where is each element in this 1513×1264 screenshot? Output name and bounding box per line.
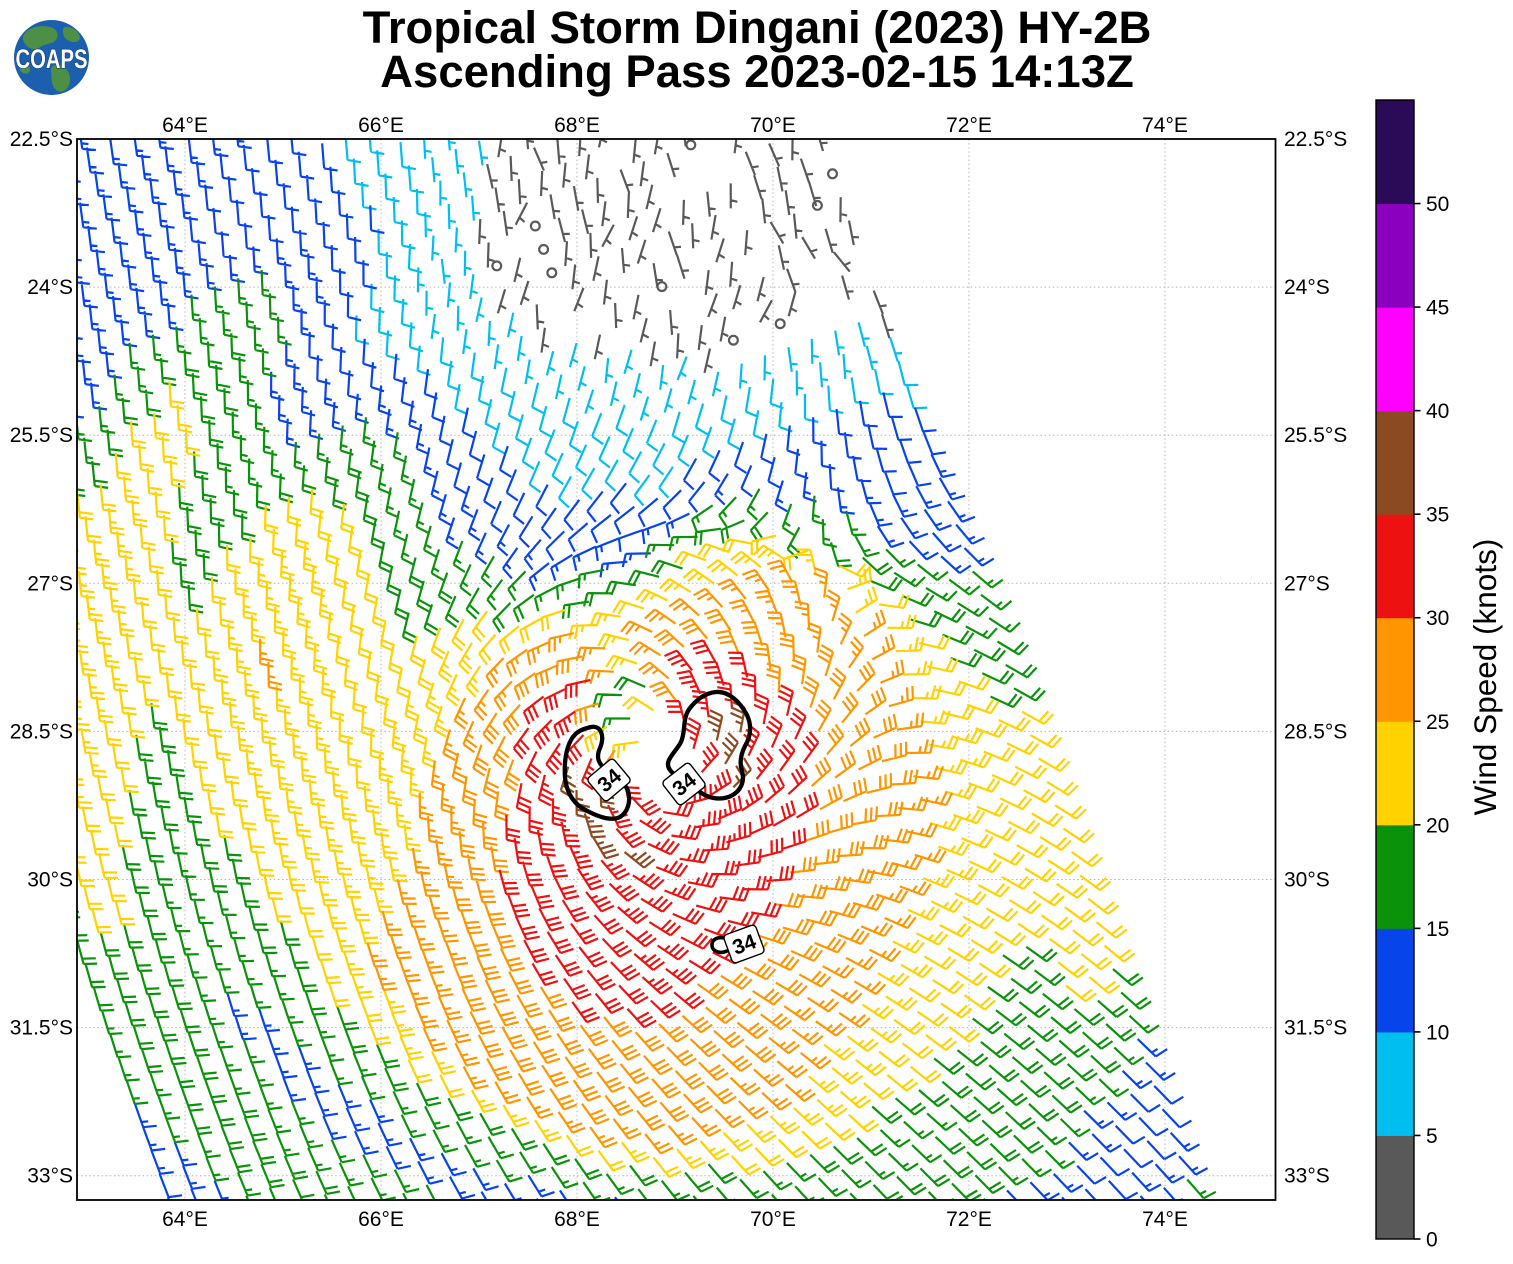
svg-text:33°S: 33°S: [1284, 1165, 1330, 1188]
svg-text:72°E: 72°E: [946, 114, 992, 137]
svg-text:72°E: 72°E: [946, 1208, 992, 1231]
svg-text:74°E: 74°E: [1142, 114, 1188, 137]
svg-text:25.5°S: 25.5°S: [1284, 424, 1347, 447]
svg-text:28.5°S: 28.5°S: [10, 720, 73, 743]
svg-text:35: 35: [1426, 504, 1449, 527]
svg-text:24°S: 24°S: [1284, 276, 1330, 299]
svg-text:30: 30: [1426, 607, 1449, 630]
svg-text:30°S: 30°S: [27, 869, 73, 892]
svg-text:25.5°S: 25.5°S: [10, 424, 73, 447]
svg-text:33°S: 33°S: [27, 1165, 73, 1188]
svg-text:Wind Speed (knots): Wind Speed (knots): [1467, 539, 1503, 816]
svg-text:40: 40: [1426, 400, 1449, 423]
svg-text:27°S: 27°S: [27, 572, 73, 595]
svg-text:15: 15: [1426, 918, 1449, 941]
svg-text:70°E: 70°E: [750, 1208, 796, 1231]
svg-text:Tropical Storm Dingani (2023): Tropical Storm Dingani (2023) HY-2B: [363, 2, 1152, 53]
svg-text:45: 45: [1426, 297, 1449, 320]
svg-text:Ascending Pass 2023-02-15 14:1: Ascending Pass 2023-02-15 14:13Z: [380, 46, 1134, 97]
svg-text:5: 5: [1426, 1125, 1438, 1148]
svg-text:22.5°S: 22.5°S: [10, 128, 73, 151]
svg-text:COAPS: COAPS: [16, 44, 88, 74]
svg-text:20: 20: [1426, 814, 1449, 837]
svg-text:64°E: 64°E: [162, 114, 208, 137]
svg-text:31.5°S: 31.5°S: [10, 1017, 73, 1040]
svg-text:24°S: 24°S: [27, 276, 73, 299]
svg-text:25: 25: [1426, 711, 1449, 734]
svg-text:27°S: 27°S: [1284, 572, 1330, 595]
svg-text:74°E: 74°E: [1142, 1208, 1188, 1231]
svg-text:70°E: 70°E: [750, 114, 796, 137]
svg-text:22.5°S: 22.5°S: [1284, 128, 1347, 151]
svg-text:28.5°S: 28.5°S: [1284, 720, 1347, 743]
svg-text:31.5°S: 31.5°S: [1284, 1017, 1347, 1040]
svg-text:66°E: 66°E: [358, 1208, 404, 1231]
svg-text:66°E: 66°E: [358, 114, 404, 137]
svg-text:10: 10: [1426, 1021, 1449, 1044]
svg-text:0: 0: [1426, 1229, 1438, 1252]
svg-text:68°E: 68°E: [554, 114, 600, 137]
svg-text:30°S: 30°S: [1284, 869, 1330, 892]
svg-text:50: 50: [1426, 193, 1449, 216]
svg-text:68°E: 68°E: [554, 1208, 600, 1231]
svg-text:64°E: 64°E: [162, 1208, 208, 1231]
